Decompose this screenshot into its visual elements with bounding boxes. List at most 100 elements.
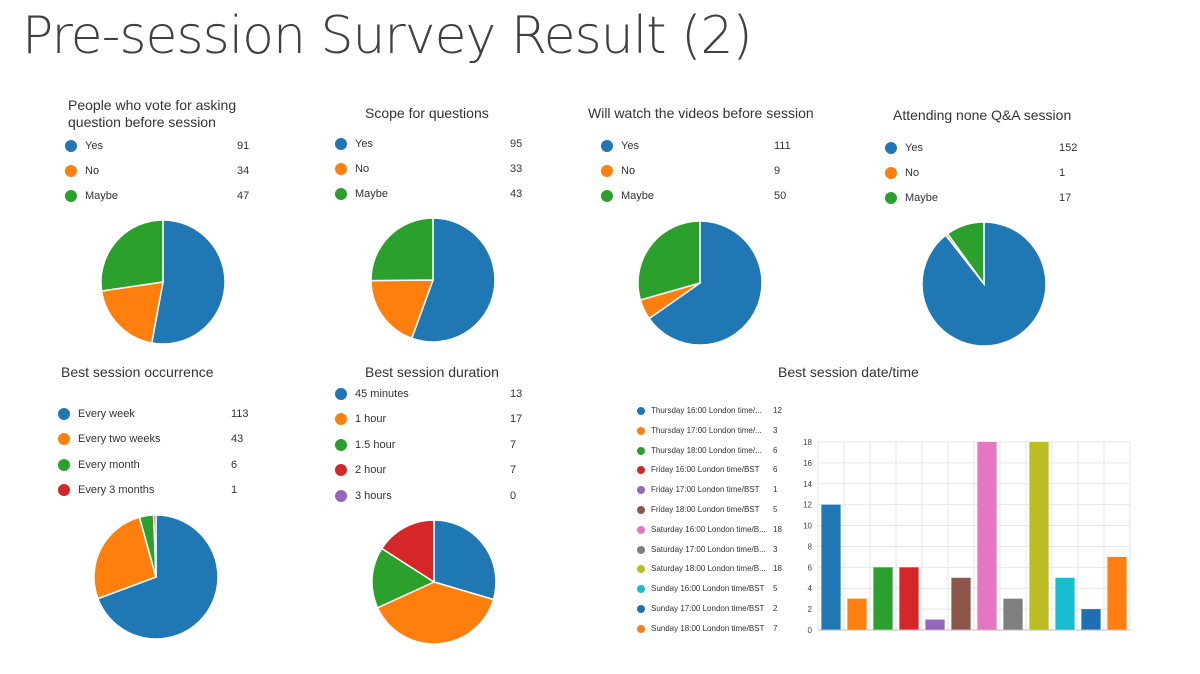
pie-slice-yes: [410, 217, 496, 343]
legend-swatch: [637, 486, 645, 495]
y-tick-label: 0: [808, 626, 813, 635]
chart-title-line-2: question before session: [68, 114, 216, 130]
pie-slice-maybe: [946, 221, 985, 287]
pie-slice-1-hour: [376, 581, 495, 645]
legend-value: 6: [773, 445, 778, 455]
legend-swatch: [637, 466, 645, 475]
legend-item-every-week: Every week 113: [58, 408, 258, 422]
legend-item: Saturday 17:00 London time/B... 3: [637, 544, 797, 556]
pie-slice-45-minutes: [433, 519, 497, 601]
legend-value: 5: [773, 584, 778, 594]
legend-label: Every week: [78, 408, 135, 420]
legend-value: 3: [773, 544, 778, 554]
pie-slice-maybe: [370, 217, 434, 282]
y-tick-label: 2: [808, 605, 813, 614]
bar: [1055, 577, 1075, 630]
legend-label: Sunday 18:00 London time/BST: [651, 623, 765, 633]
legend-item-no: No 1: [885, 167, 1075, 181]
y-tick-label: 18: [803, 438, 812, 447]
pie-slice-maybe: [100, 219, 164, 292]
legend-item-1-5-hour: 1.5 hour 7: [335, 439, 535, 453]
bar: [1003, 598, 1023, 630]
legend-item-no: No 34: [65, 165, 255, 179]
legend-swatch: [637, 624, 645, 633]
legend-label: Yes: [85, 140, 103, 152]
chart-panel-attending-none-qa: Attending none Q&A session Yes 152 No 1 …: [865, 95, 1095, 355]
legend-item-yes: Yes 91: [65, 140, 255, 154]
legend-label: Friday 16:00 London time/BST: [651, 465, 760, 475]
chart-panel-session-duration: Best session duration 45 minutes 13 1 ho…: [330, 362, 560, 652]
legend-value: 47: [237, 190, 250, 202]
legend-swatch: [885, 167, 897, 179]
chart-panel-asking-question: People who vote for asking question befo…: [60, 95, 280, 355]
legend-value: 1: [1059, 167, 1066, 179]
legend-label: No: [905, 167, 920, 179]
legend-label: 2 hour: [355, 464, 387, 476]
legend-label: Friday 18:00 London time/BST: [651, 505, 760, 514]
legend-value: 113: [231, 408, 249, 420]
legend-value: 34: [237, 165, 250, 177]
legend-label: Saturday 17:00 London time/B...: [651, 544, 766, 554]
legend-label: 1 hour: [355, 413, 387, 425]
legend-swatch: [637, 426, 645, 435]
legend-item-every-3-months: Every 3 months 1: [58, 484, 258, 498]
legend-item-yes: Yes 95: [335, 138, 525, 152]
legend-value: 33: [510, 163, 523, 175]
legend-label: Saturday 18:00 London time/B...: [651, 564, 766, 574]
bar: [873, 567, 893, 630]
pie-slice-maybe: [637, 220, 701, 301]
pie-chart: [370, 217, 496, 343]
legend-label: Maybe: [355, 188, 389, 200]
legend-value: 7: [510, 439, 517, 451]
pie-slice-no: [370, 279, 435, 340]
pie-chart: [921, 221, 1047, 347]
pie-slice-every-two-weeks: [93, 516, 157, 600]
bar: [925, 619, 945, 630]
legend-label: Yes: [905, 142, 923, 154]
chart-title: Attending none Q&A session: [893, 107, 1072, 123]
legend-item: Thursday 16:00 London time/... 12: [637, 405, 797, 417]
legend-item: Sunday 16:00 London time/BST 5: [637, 583, 797, 595]
chart-legend: Thursday 16:00 London time/... 12 Thursday…: [637, 405, 797, 645]
legend-item-maybe: Maybe 47: [65, 190, 255, 204]
legend-value: 17: [1059, 192, 1072, 204]
bar: [1029, 442, 1049, 630]
y-tick-label: 10: [803, 522, 812, 531]
chart-title: Best session occurrence: [61, 364, 214, 380]
bar: [977, 442, 997, 630]
chart-title: Best session duration: [365, 364, 499, 380]
legend-swatch: [335, 490, 347, 502]
legend-value: 9: [774, 165, 781, 177]
bar: [951, 577, 971, 630]
legend-swatch: [885, 192, 897, 204]
chart-panel-session-occurrence: Best session occurrence Every week 113 E…: [50, 362, 280, 652]
pie-slice-yes: [648, 220, 763, 346]
legend-label: No: [85, 165, 100, 177]
legend-value: 18: [773, 564, 782, 574]
legend-label: Thursday 18:00 London time/...: [651, 445, 762, 455]
legend-swatch: [637, 407, 645, 415]
legend-swatch: [637, 565, 645, 574]
legend-swatch: [885, 142, 897, 154]
chart-title: People who vote for asking question befo…: [68, 97, 278, 131]
legend-value: 7: [510, 464, 517, 476]
legend-label: Yes: [355, 138, 373, 150]
legend-swatch: [335, 388, 347, 400]
legend-item-2-hour: 2 hour 7: [335, 464, 535, 478]
legend-item: Friday 16:00 London time/BST 6: [637, 464, 797, 476]
legend-value: 91: [237, 140, 250, 152]
legend-label: Yes: [621, 140, 639, 152]
legend-swatch: [65, 190, 77, 202]
legend-swatch: [335, 439, 347, 451]
legend-label: Friday 17:00 London time/BST: [651, 485, 760, 495]
bar: [1107, 556, 1127, 630]
pie-slice-every-3-months: [152, 514, 157, 578]
legend-swatch: [637, 605, 645, 613]
legend-value: 18: [773, 524, 782, 534]
legend-value: 2: [773, 604, 778, 613]
legend-value: 43: [231, 433, 244, 445]
legend-swatch: [58, 459, 70, 471]
legend-label: Maybe: [905, 192, 939, 204]
legend-label: 45 minutes: [355, 388, 409, 400]
y-tick-label: 12: [803, 501, 812, 510]
